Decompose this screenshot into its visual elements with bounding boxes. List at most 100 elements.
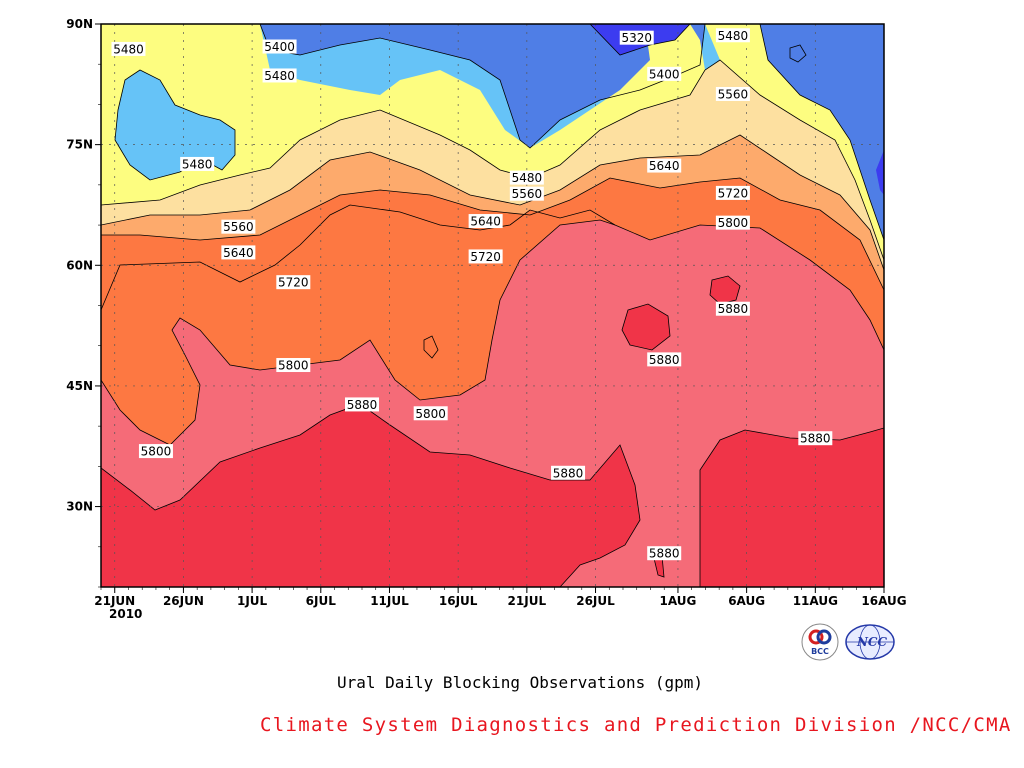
contour-label-text: 5560 [718,87,749,101]
contour-label: 5880 [647,352,682,367]
contour-line [589,24,691,56]
logos: BCC NCC [800,622,896,662]
contour-label-box [345,397,379,412]
contour-label-box [262,68,297,83]
contour-label-text: 5800 [415,407,446,421]
contour-line [101,59,884,261]
fill-5400-5480-pocket [115,70,235,180]
contour-label-text: 5800 [278,359,309,373]
fill-above-5880-blob-aug [622,304,670,350]
contour-fill-layers [101,24,884,587]
contour-label-text: 5480 [718,29,749,43]
contour-label-box [647,352,682,367]
contour-line [101,403,641,587]
contour-line [101,204,884,351]
contour-label-box [715,185,750,200]
fill-above-5880-blob-aug2 [710,276,740,304]
contour-label: 5480 [509,170,544,185]
contour-label-text: 5480 [113,42,144,56]
contour-line [789,44,807,63]
fill-below-5320-right [876,150,884,195]
fill-5480-5560-right [705,24,884,260]
contour-line [709,275,741,305]
contour-label: 5480 [715,28,750,43]
bcc-logo-icon: BCC [801,623,839,661]
credit-line: Climate System Diagnostics and Predictio… [260,714,1012,736]
contour-label: 5800 [276,358,311,373]
contour-label-box [276,275,311,290]
contour-label: 5880 [798,431,833,446]
contour-label: 5880 [551,465,586,480]
contour-label-text: 5800 [718,216,749,230]
contour-label: 5800 [715,215,750,230]
contour-label-text: 5880 [649,547,680,561]
contour-label-box [619,30,654,45]
contour-label: 5880 [647,546,682,561]
contour-label: 5320 [619,30,654,45]
x-tick-label: 16JUL [439,594,478,608]
contour-label: 5640 [647,158,682,173]
contour-label: 5560 [715,86,750,101]
contour-label-box [138,444,173,459]
x-tick-label: 6JUL [306,594,337,608]
ncc-logo-icon: NCC [845,624,895,660]
contour-label-box [180,156,215,171]
contour-label-text: 5880 [347,398,378,412]
contour-label: 5720 [276,275,311,290]
x-tick-label: 6AUG [728,594,765,608]
contour-labels: 5480 5400 5480 5320 5480 5400 5560 5480 5640 5480… [111,28,833,561]
x-axis-year-label: 2010 [109,607,142,621]
contour-label: 5640 [468,214,503,229]
contour-line [259,24,706,149]
fill-above-5880-right [700,428,884,587]
contour-label-text: 5880 [800,432,831,446]
fill-5320-5400 [260,24,705,148]
contour-label: 5720 [715,185,750,200]
contour-label-text: 5720 [470,250,501,264]
bcc-logo-text: BCC [811,647,829,656]
contour-label-text: 5400 [264,40,295,54]
fill-5320-5400-blob [790,45,806,62]
contour-label-box [647,546,682,561]
contour-label-box [715,86,750,101]
contour-label-box [509,170,544,185]
fill-5720-5800-blob [424,336,438,358]
contour-label-text: 5320 [621,31,652,45]
contour-label-box [509,186,544,201]
x-tick-label: 21JUN [94,594,135,608]
x-tick-label: 11AUG [793,594,838,608]
contour-label-box [468,214,503,229]
contour-label-box [262,39,297,54]
contour-label-text: 5880 [718,302,749,316]
contour-label-text: 5720 [278,276,309,290]
y-tick-label: 45N [66,379,93,393]
contour-line [101,177,884,291]
contour-label: 5400 [647,66,682,81]
contour-label-text: 5560 [223,220,254,234]
contour-label: 5480 [111,41,146,56]
x-tick-label: 1JUL [237,594,268,608]
contour-label-box [715,28,750,43]
y-tick-label: 60N [66,258,93,272]
contour-label-text: 5400 [649,67,680,81]
contour-label: 5800 [413,406,448,421]
chart-title: Ural Daily Blocking Observations (gpm) [336,673,704,692]
contour-label: 5400 [262,39,297,54]
x-tick-label: 21JUL [508,594,547,608]
x-tick-label: 26JUN [163,594,204,608]
contour-label-text: 5640 [470,215,501,229]
contour-label-text: 5640 [223,246,254,260]
contour-label-box [551,465,586,480]
contour-lines [101,24,884,587]
ncc-logo-text: NCC [856,635,888,649]
contour-line [699,427,884,587]
contour-label-text: 5560 [512,187,543,201]
contour-line [621,303,671,351]
contour-label-box [221,245,256,260]
contour-label: 5480 [180,156,215,171]
y-tick-label: 90N [66,17,93,31]
contour-line [423,335,439,359]
contour-label: 5800 [138,444,173,459]
contour-label-box [647,66,682,81]
x-tick-label: 26JUL [576,594,615,608]
